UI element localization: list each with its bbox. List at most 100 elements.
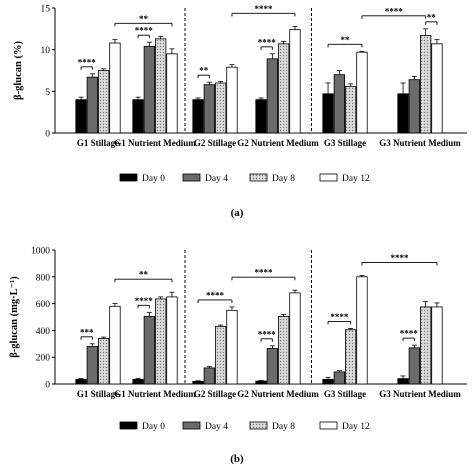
significance-label: *** xyxy=(80,327,94,337)
bar xyxy=(154,298,167,385)
bar xyxy=(203,367,216,385)
bar xyxy=(98,70,110,134)
bar xyxy=(255,380,267,385)
y-tick-label: 10 xyxy=(41,46,51,56)
significance-label: ** xyxy=(139,270,149,280)
significance-label: **** xyxy=(135,26,154,36)
significance-label: ** xyxy=(139,14,149,24)
bar xyxy=(75,99,87,134)
x-tick-label: G1 Stillage xyxy=(77,138,119,148)
significance-label: ** xyxy=(341,35,351,45)
legend-label: Day 4 xyxy=(205,422,228,432)
bar xyxy=(109,305,121,385)
bar xyxy=(143,315,156,385)
bar xyxy=(266,58,279,134)
panel-label: (a) xyxy=(231,207,244,219)
significance-label: **** xyxy=(258,37,277,47)
bar xyxy=(322,93,334,134)
chart-panel-b: 0 200 400 600 800 1000 β-glucan (mg·L⁻¹) G1 Sti… xyxy=(9,247,467,465)
bar xyxy=(255,99,267,134)
bar xyxy=(266,348,279,385)
legend-label: Day 12 xyxy=(342,422,370,432)
y-tick-label: 0 xyxy=(45,381,50,391)
y-axis-label: β-glucan (mg·L⁻¹) xyxy=(9,276,20,358)
legend-label: Day 8 xyxy=(272,422,295,432)
x-tick-label: G1 Nutrient Medium xyxy=(114,389,196,399)
bar xyxy=(431,43,443,134)
significance-label: **** xyxy=(258,329,277,339)
bar xyxy=(408,79,421,134)
legend-swatch xyxy=(119,173,138,182)
legend-label: Day 0 xyxy=(142,174,165,184)
bar xyxy=(333,74,346,134)
legend-swatch xyxy=(249,173,268,182)
significance-label: **** xyxy=(385,6,404,16)
bar xyxy=(132,378,144,385)
x-tick-label: G1 Stillage xyxy=(77,389,119,399)
legend-swatch xyxy=(249,421,268,430)
bar xyxy=(98,338,110,385)
y-tick-label: 15 xyxy=(41,5,51,15)
bar xyxy=(277,43,290,134)
significance-label: ** xyxy=(199,66,209,76)
bar xyxy=(322,378,334,385)
legend-swatch xyxy=(182,173,201,182)
significance-label: **** xyxy=(254,268,273,278)
bar xyxy=(431,306,443,385)
bar xyxy=(214,325,227,385)
x-tick-label: G1 Nutrient Medium xyxy=(114,138,196,148)
legend-swatch xyxy=(319,421,338,430)
bar xyxy=(344,85,357,134)
x-tick-label: G2 Nutrient Medium xyxy=(237,389,319,399)
bar xyxy=(333,371,346,385)
bar xyxy=(226,309,238,385)
x-tick-label: G3 Stillage xyxy=(324,138,366,148)
y-tick-label: 0 xyxy=(45,130,50,140)
y-tick-label: 1000 xyxy=(31,247,50,257)
significance-label: **** xyxy=(400,329,419,339)
bar xyxy=(289,292,301,385)
significance-label: **** xyxy=(390,253,409,263)
x-tick-label: G2 Stillage xyxy=(194,389,236,399)
x-tick-label: G3 Nutrient Medium xyxy=(379,138,461,148)
legend-label: Day 8 xyxy=(272,174,295,184)
bar xyxy=(408,347,421,385)
x-tick-label: G3 Nutrient Medium xyxy=(379,389,461,399)
legend-swatch xyxy=(182,421,201,430)
legend-label: Day 0 xyxy=(142,422,165,432)
bar xyxy=(356,276,368,385)
bar xyxy=(344,329,357,385)
bar xyxy=(289,29,301,134)
legend-swatch xyxy=(119,421,138,430)
bar xyxy=(214,82,227,134)
x-tick-label: G2 Nutrient Medium xyxy=(237,138,319,148)
bar xyxy=(226,66,238,134)
y-axis-label: β-glucan (%) xyxy=(13,41,24,100)
bar xyxy=(419,35,432,134)
legend-label: Day 12 xyxy=(342,174,370,184)
panel-label: (b) xyxy=(230,453,244,465)
significance-label: **** xyxy=(135,296,154,306)
y-tick-label: 800 xyxy=(36,273,51,283)
significance-label: **** xyxy=(254,4,273,14)
significance-label: **** xyxy=(206,290,225,300)
legend-label: Day 4 xyxy=(205,174,228,184)
bar xyxy=(154,38,167,134)
bar xyxy=(192,380,204,385)
bar xyxy=(166,53,178,134)
legend-swatch xyxy=(319,173,338,182)
bar xyxy=(86,76,98,134)
y-tick-label: 5 xyxy=(45,88,50,98)
bar xyxy=(86,346,98,385)
x-tick-label: G2 Stillage xyxy=(194,138,236,148)
y-tick-label: 200 xyxy=(36,354,51,364)
y-tick-label: 400 xyxy=(36,327,51,337)
bar xyxy=(132,99,144,134)
significance-label: **** xyxy=(330,312,349,322)
bar xyxy=(356,51,368,134)
bar xyxy=(203,84,216,134)
bar xyxy=(75,378,87,385)
bar xyxy=(419,306,432,385)
y-tick-label: 600 xyxy=(36,300,51,310)
